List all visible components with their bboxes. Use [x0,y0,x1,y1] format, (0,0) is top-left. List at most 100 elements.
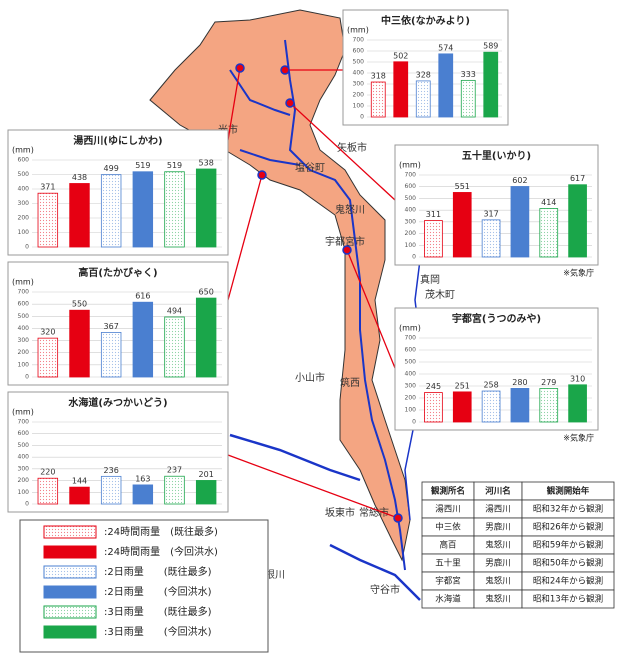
bar [481,390,501,423]
bar [164,171,185,248]
table-cell-text: 鬼怒川 [485,594,511,605]
chart-title: 宇都宮(うつのみや) [452,312,541,325]
value-label: 414 [541,198,556,207]
y-tick-label: 400 [405,371,417,378]
y-tick-label: 400 [18,325,30,332]
value-label: 550 [72,300,87,309]
bar [452,192,472,258]
bar [132,301,154,378]
table-cell-text: 宇都宮 [435,576,461,587]
bar [510,387,530,423]
y-tick-label: 500 [18,442,30,449]
y-tick-label: 500 [405,359,417,366]
bar [69,309,90,378]
y-tick-label: 700 [353,37,365,44]
table-cell [521,589,615,609]
y-tick-label: 500 [18,171,30,178]
table-cell-text: 鬼怒川 [485,540,511,551]
value-label: 519 [167,161,182,170]
bar [69,486,90,505]
value-label: 650 [199,288,214,297]
y-tick-label: 700 [405,335,417,342]
river [239,149,301,166]
chart-title: 水海道(みつかいどう) [67,396,167,409]
y-tick-label: 100 [18,229,30,236]
y-tick-label: 100 [18,361,30,368]
map-label: 塩谷町 [295,161,325,174]
y-tick-label: 300 [405,383,417,390]
y-label: (mm) [399,161,421,170]
y-tick-label: 100 [18,489,30,496]
y-tick-label: 0 [360,114,364,121]
bar [100,174,122,248]
y-tick-label: 100 [405,407,417,414]
chart-title: 中三依(なかみより) [381,14,470,27]
legend-swatch [43,585,97,599]
arrow [227,67,241,141]
table-cell-text: 昭和24年から観測 [533,576,603,587]
map-label: 宇都宮市 [325,235,365,248]
value-label: 237 [167,466,182,475]
y-tick-label: 200 [18,477,30,484]
table-cell-text: 昭和26年から観測 [533,522,603,533]
legend-label: :3日雨量 (今回洪水) [104,625,212,638]
station [393,513,403,523]
y-label: (mm) [347,26,369,35]
y-tick-label: 400 [405,207,417,214]
y-tick-label: 400 [353,70,365,77]
table-cell-text: 鬼怒川 [485,576,511,587]
arrow [227,174,263,301]
table-cell-text: 昭和32年から観測 [533,504,603,515]
bar [69,183,90,248]
value-label: 144 [72,477,87,486]
y-label: (mm) [399,324,421,333]
bar [539,388,559,423]
bar [132,484,154,505]
legend-swatch [43,565,97,579]
y-tick-label: 500 [353,59,365,66]
y-tick-label: 700 [18,419,30,426]
basin [149,9,411,562]
table-cell-text: 高百 [439,540,456,551]
table-cell-text: 湯西川 [485,504,511,515]
value-label: 602 [512,176,527,185]
value-label: 280 [512,378,527,387]
y-tick-label: 0 [412,419,416,426]
y-label: (mm) [12,278,34,287]
station [342,245,352,255]
bar [510,186,530,258]
y-tick-label: 200 [405,230,417,237]
map-label: 坂東市 [325,506,355,519]
table-header: 観測開始年 [547,486,590,497]
y-tick-label: 300 [405,218,417,225]
y-tick-label: 600 [353,48,365,55]
bar [37,192,59,248]
value-label: 499 [104,164,119,173]
bar [370,81,386,118]
y-tick-label: 100 [405,242,417,249]
chart-title: 五十里(いかり) [462,149,531,162]
y-label: (mm) [12,408,34,417]
y-tick-label: 700 [18,289,30,296]
legend-label: :24時間雨量 (今回洪水) [104,545,218,558]
y-tick-label: 300 [353,81,365,88]
value-label: 574 [438,43,453,52]
y-tick-label: 100 [353,103,365,110]
value-label: 318 [371,72,386,81]
y-tick-label: 600 [18,301,30,308]
table-cell-text: 湯西川 [435,504,461,515]
chart: 宇都宮(うつのみや) (mm) 0 100 200 300 400 500 600 700 245 2… [394,307,599,431]
y-tick-label: 600 [18,157,30,164]
y-label: (mm) [12,146,34,155]
bar [195,480,217,505]
station [257,170,267,180]
table-header: 河川名 [485,486,511,497]
arrow [289,102,396,201]
value-label: 236 [104,466,119,475]
value-label: 317 [483,209,498,218]
arrow [227,454,399,519]
value-label: 551 [455,182,470,191]
legend-label: :24時間雨量 (既往最多) [104,525,218,538]
value-label: 279 [541,378,556,387]
table-cell-text: 昭和59年から観測 [533,540,603,551]
